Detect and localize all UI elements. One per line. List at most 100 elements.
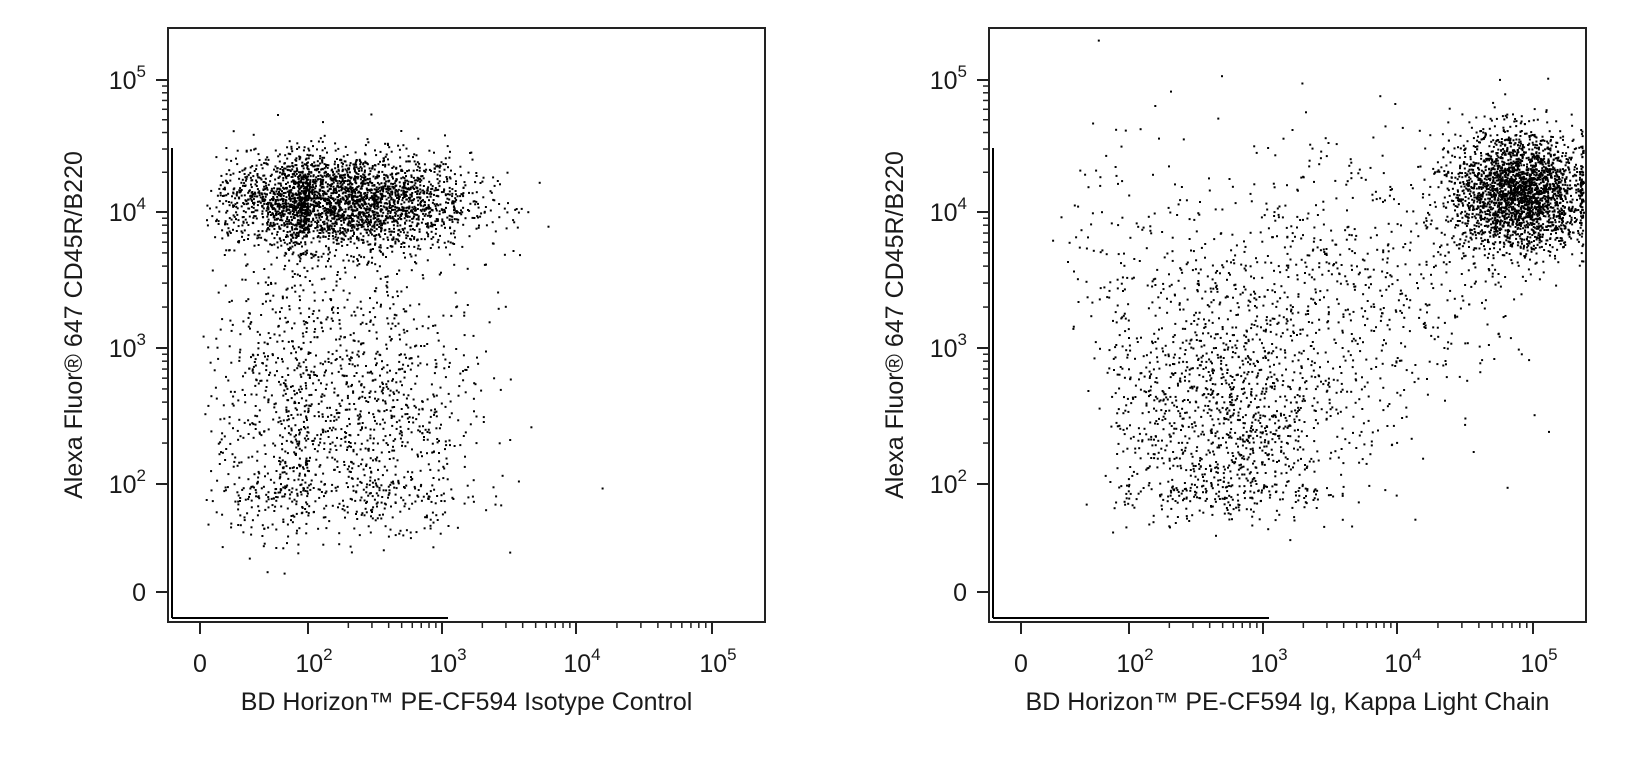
- data-point: [464, 184, 467, 187]
- data-point: [355, 159, 358, 162]
- data-point: [459, 199, 462, 202]
- data-point: [309, 205, 312, 208]
- data-point: [343, 460, 346, 463]
- data-point: [275, 528, 278, 531]
- data-point: [265, 369, 268, 372]
- data-point: [442, 314, 445, 317]
- data-point: [287, 212, 290, 215]
- data-point: [321, 197, 324, 200]
- data-point: [360, 187, 363, 190]
- data-point: [403, 505, 406, 508]
- data-point: [358, 396, 361, 399]
- data-point: [282, 229, 285, 232]
- data-point: [294, 201, 297, 204]
- data-point: [316, 224, 319, 227]
- data-point: [360, 194, 363, 197]
- data-point: [302, 372, 305, 375]
- data-point: [319, 157, 321, 160]
- data-point: [253, 233, 256, 236]
- data-point: [287, 410, 290, 413]
- data-point: [240, 194, 243, 197]
- data-point: [254, 489, 257, 491]
- data-point: [232, 214, 235, 217]
- data-point: [354, 499, 357, 502]
- data-point: [372, 192, 375, 195]
- data-point: [244, 253, 247, 256]
- data-point: [311, 253, 314, 256]
- data-point: [348, 164, 351, 167]
- data-point: [464, 455, 466, 458]
- data-point: [321, 190, 324, 192]
- data-point: [336, 182, 339, 185]
- data-point: [334, 222, 337, 225]
- data-point: [303, 223, 306, 226]
- data-point: [247, 316, 250, 319]
- data-point: [289, 230, 292, 233]
- data-point: [297, 231, 300, 234]
- data-point: [435, 362, 438, 365]
- data-point: [246, 175, 249, 178]
- data-point: [426, 398, 429, 401]
- data-point: [343, 509, 346, 512]
- data-point: [530, 426, 533, 429]
- data-point: [302, 341, 305, 344]
- data-point: [359, 163, 362, 166]
- data-point: [337, 169, 340, 172]
- data-point: [385, 256, 387, 258]
- data-point: [418, 166, 421, 169]
- data-point: [400, 193, 403, 196]
- data-point: [315, 205, 318, 208]
- data-point: [456, 526, 459, 529]
- data-point: [344, 160, 347, 163]
- data-point: [215, 218, 218, 221]
- data-point: [252, 423, 255, 426]
- data-point: [348, 187, 350, 190]
- data-point: [407, 364, 410, 367]
- data-point: [406, 404, 409, 407]
- data-point: [279, 168, 282, 170]
- data-point: [308, 470, 310, 473]
- data-point: [305, 522, 308, 525]
- data-point: [245, 203, 248, 206]
- data-point: [312, 320, 315, 323]
- data-point: [293, 202, 296, 205]
- data-point: [311, 283, 314, 286]
- data-point: [401, 415, 404, 418]
- data-point: [267, 158, 270, 161]
- data-point: [356, 216, 359, 219]
- data-point: [467, 366, 470, 369]
- data-point: [369, 228, 372, 231]
- data-point: [391, 220, 394, 223]
- data-point: [420, 179, 423, 182]
- data-point: [435, 165, 438, 168]
- data-point: [324, 420, 327, 422]
- data-point: [372, 248, 374, 250]
- data-point: [326, 260, 329, 263]
- data-point: [328, 520, 331, 523]
- data-point: [383, 421, 386, 424]
- data-point: [294, 181, 297, 184]
- data-point: [346, 397, 349, 400]
- data-point: [426, 492, 428, 495]
- data-point: [296, 185, 299, 188]
- data-point: [287, 208, 290, 211]
- data-point: [331, 441, 334, 444]
- data-point: [391, 379, 394, 382]
- data-point: [343, 181, 346, 184]
- y-tick-label: 0: [132, 579, 146, 607]
- data-point: [366, 193, 369, 196]
- data-point: [342, 198, 345, 201]
- data-point: [308, 182, 310, 185]
- data-point: [216, 479, 219, 482]
- data-point: [245, 177, 248, 180]
- data-point: [306, 213, 309, 216]
- data-point: [419, 180, 422, 183]
- data-point: [291, 186, 294, 189]
- data-point: [415, 327, 418, 330]
- data-point: [405, 175, 407, 178]
- data-point: [388, 192, 391, 195]
- data-point: [417, 413, 420, 416]
- data-point: [367, 208, 370, 211]
- data-point: [409, 253, 412, 256]
- data-point: [254, 192, 257, 195]
